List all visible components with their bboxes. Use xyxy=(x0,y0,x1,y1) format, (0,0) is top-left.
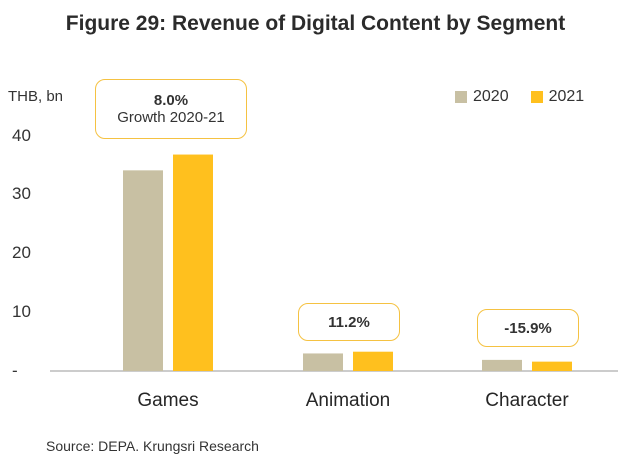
bar-character-2020 xyxy=(482,359,522,371)
growth-callout-animation: 11.2% xyxy=(298,303,400,341)
bar-games-2021 xyxy=(173,154,213,371)
chart-title: Figure 29: Revenue of Digital Content by… xyxy=(65,12,566,35)
growth-label: Growth 2020-21 xyxy=(117,109,225,126)
growth-callout-games: 8.0% Growth 2020-21 xyxy=(95,79,247,139)
legend-swatch xyxy=(455,91,467,103)
legend-item-2021: 2021 xyxy=(530,88,585,106)
legend-item-2020: 2020 xyxy=(455,88,509,106)
growth-value: -15.9% xyxy=(504,319,552,337)
growth-value: 11.2% xyxy=(328,313,370,331)
bar-games-2020 xyxy=(123,170,163,371)
y-tick-label: 20 xyxy=(12,243,31,262)
y-tick-label: 40 xyxy=(12,126,31,145)
y-tick-label: 30 xyxy=(12,184,31,203)
growth-callout-character: -15.9% xyxy=(477,309,579,347)
x-tick-label: Animation xyxy=(306,390,391,411)
source-note: Source: DEPA. Krungsri Research xyxy=(46,438,259,454)
x-tick-label: Character xyxy=(485,390,569,411)
x-tick-label: Games xyxy=(137,390,198,411)
y-tick-label: 10 xyxy=(12,302,31,321)
legend-swatch xyxy=(530,91,543,103)
legend-label: 2021 xyxy=(548,88,585,105)
bar-animation-2020 xyxy=(303,353,343,371)
growth-value: 8.0% xyxy=(153,92,189,109)
legend-label: 2020 xyxy=(473,88,509,105)
bar-character-2021 xyxy=(532,361,572,371)
legend: 2020 2021 xyxy=(455,88,584,106)
bar-animation-2021 xyxy=(353,351,393,371)
y-axis-label: THB, bn xyxy=(8,88,64,105)
y-tick-label: - xyxy=(12,361,18,380)
